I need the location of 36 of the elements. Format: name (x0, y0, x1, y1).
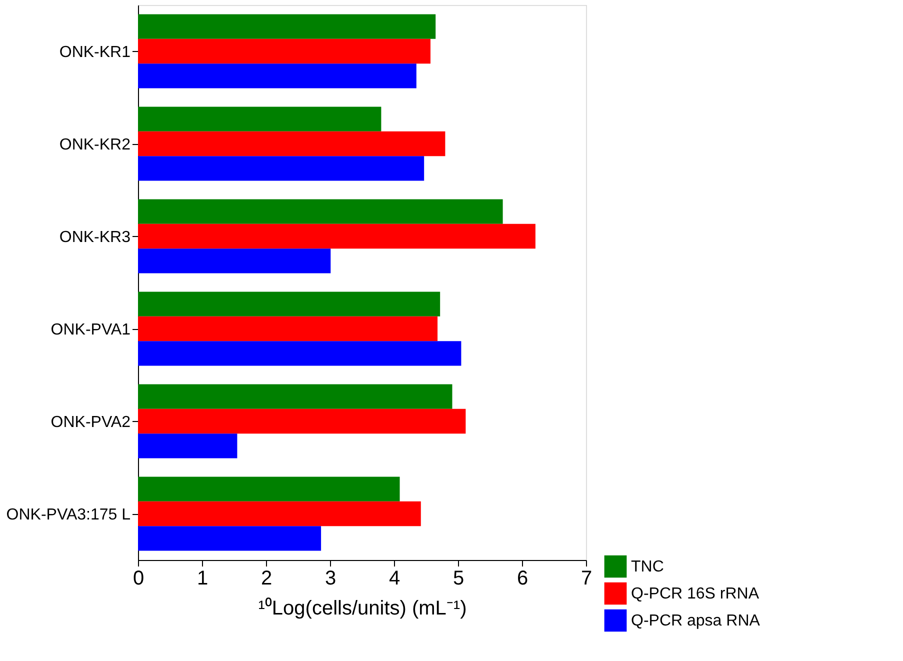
bar (138, 106, 382, 132)
legend-label: TNC (631, 558, 664, 576)
legend-label: Q-PCR 16S rRNA (631, 586, 760, 602)
bar (138, 408, 466, 434)
bar (138, 199, 503, 224)
bar (138, 38, 430, 64)
y-tick-label: ONK-PVA1 (50, 321, 131, 338)
bar (138, 526, 322, 551)
legend-label: Q-PCR apsa RNA (631, 612, 760, 630)
y-tick-label: ONK-KR3 (59, 228, 131, 246)
x-tick-label: 0 (132, 568, 144, 590)
x-tick-label: 5 (452, 568, 464, 590)
x-tick-label: 3 (324, 568, 336, 590)
bar (138, 434, 238, 458)
bar (138, 224, 536, 249)
x-tick-label: 6 (516, 568, 528, 590)
bar (138, 476, 400, 502)
bar (138, 384, 452, 409)
x-tick-label: 1 (196, 568, 208, 590)
x-tick-label: 2 (260, 568, 272, 590)
bar (138, 156, 424, 181)
x-tick-label: 4 (388, 568, 400, 590)
bar (138, 341, 462, 366)
bar (138, 316, 438, 342)
bar (138, 292, 440, 316)
y-tick-label: ONK-PVA2 (50, 414, 131, 431)
bar (138, 14, 436, 39)
bar (138, 131, 446, 156)
x-tick-label: 7 (580, 568, 592, 590)
bar (138, 64, 416, 88)
bar (138, 501, 421, 526)
y-tick-label: ONK-KR2 (59, 136, 131, 154)
y-tick-label: ONK-KR1 (59, 44, 131, 61)
x-axis-title: ¹⁰Log(cells/units) (mL⁻¹) (258, 596, 467, 620)
bar (138, 248, 331, 274)
y-tick-label: ONK-PVA3:175 L (6, 506, 131, 524)
